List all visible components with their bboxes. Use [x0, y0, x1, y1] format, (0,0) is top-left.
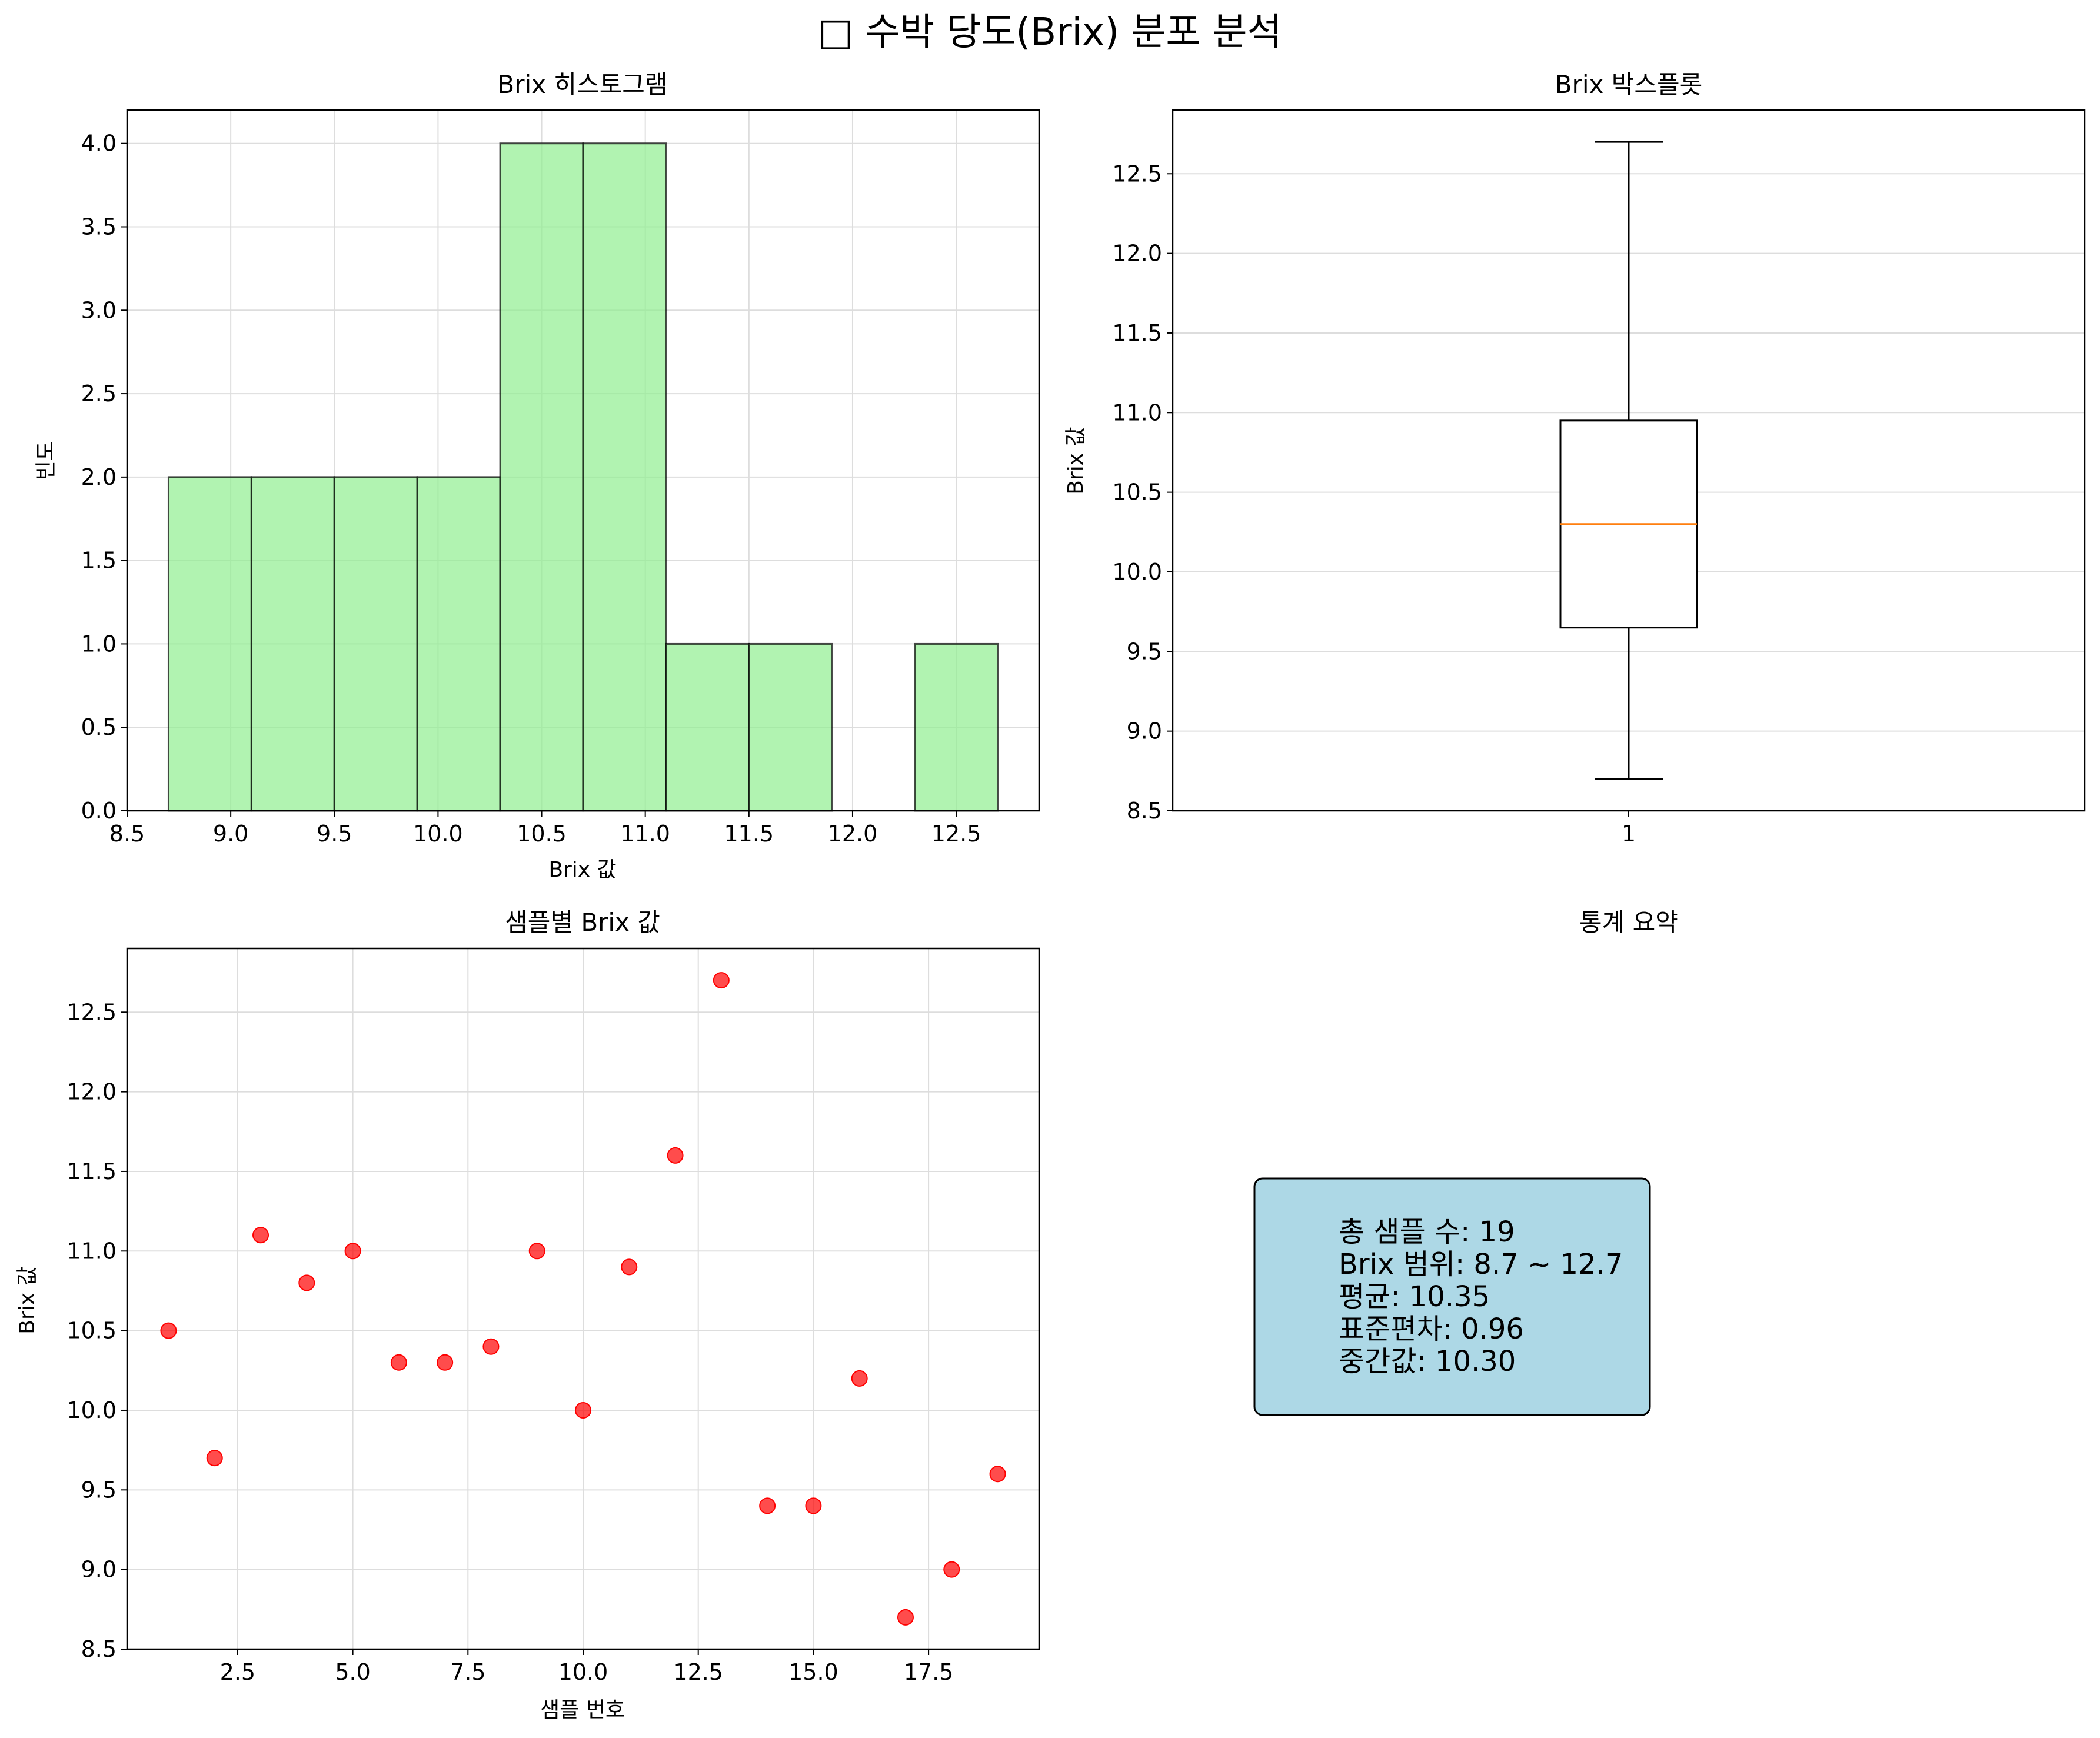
histogram-bar: [416, 476, 501, 812]
histogram-bar: [582, 142, 667, 812]
stats-line-samples: 총 샘플 수: 19: [1339, 1216, 1515, 1248]
scatter-point: [390, 1354, 407, 1371]
scatter-point: [160, 1322, 177, 1339]
stats-panel: 통계 요약 총 샘플 수: 19 Brix 범위: 8.7 ~ 12.7 평균:…: [1253, 908, 1678, 1416]
scatter-y-tick-label: 11.0: [66, 1238, 117, 1264]
boxplot-y-tick-label: 12.0: [1112, 241, 1162, 267]
scatter-point: [805, 1497, 822, 1514]
scatter-y-axis-label: Brix 값: [15, 1266, 39, 1334]
scatter-x-tick-label: 17.5: [904, 1659, 954, 1685]
scatter-y-tick-label: 8.5: [81, 1636, 117, 1662]
histogram-x-tick-label: 10.0: [413, 821, 463, 847]
boxplot-y-tick-label: 9.0: [1127, 718, 1162, 744]
stats-line-median: 중간값: 10.30: [1339, 1345, 1516, 1378]
scatter-y-tick-label: 10.0: [66, 1397, 117, 1423]
histogram-x-tick-label: 8.5: [109, 821, 145, 847]
stats-title: 통계 요약: [1579, 908, 1678, 937]
scatter-point: [667, 1147, 684, 1164]
histogram-y-tick-label: 0.5: [81, 714, 117, 740]
histogram-x-tick-label: 9.0: [213, 821, 248, 847]
scatter-y-tick-label: 12.0: [66, 1079, 117, 1105]
scatter-point: [759, 1497, 776, 1514]
stats-line-std: 표준편차: 0.96: [1339, 1313, 1524, 1346]
boxplot-y-tick-label: 8.5: [1127, 798, 1162, 824]
scatter-point: [713, 972, 730, 989]
boxplot-y-tick-label: 9.5: [1127, 638, 1162, 664]
histogram-bar: [665, 642, 750, 812]
histogram-bar: [748, 642, 833, 812]
histogram-y-axis-label: 빈도: [34, 441, 58, 480]
boxplot-y-tick-label: 12.5: [1112, 161, 1162, 187]
histogram-y-tick-label: 3.5: [81, 214, 117, 240]
scatter-title: 샘플별 Brix 값: [505, 908, 660, 937]
boxplot-y-tick-label: 11.5: [1112, 320, 1162, 346]
histogram-x-tick-label: 11.5: [724, 821, 774, 847]
histogram-x-tick-label: 11.0: [620, 821, 670, 847]
histogram-panel: Brix 히스토그램 Brix 값 빈도 8.5 9.0 9.5 10.0 10.5 11…: [34, 70, 1040, 882]
scatter-point: [897, 1609, 914, 1626]
scatter-y-tick-label: 9.0: [81, 1557, 117, 1583]
boxplot-panel: Brix 박스플롯 Brix 값 1 8.5 9.0 9.5 10.0 10.5 11.0 1…: [1064, 70, 2086, 847]
scatter-y-tick-label: 12.5: [66, 999, 117, 1025]
stats-line-range: Brix 범위: 8.7 ~ 12.7: [1339, 1248, 1623, 1281]
boxplot-title: Brix 박스플롯: [1555, 70, 1703, 99]
scatter-point: [344, 1243, 361, 1260]
scatter-point: [252, 1227, 269, 1244]
histogram-bar: [167, 476, 252, 812]
histogram-y-tick-label: 0.0: [81, 798, 117, 824]
histogram-bar: [333, 476, 418, 812]
scatter-point: [943, 1561, 960, 1578]
histogram-x-tick-label: 12.0: [828, 821, 878, 847]
scatter-point: [989, 1466, 1006, 1483]
histogram-y-tick-label: 2.5: [81, 381, 117, 407]
scatter-point: [851, 1370, 868, 1387]
histogram-bar: [499, 142, 584, 812]
scatter-y-tick-label: 10.5: [66, 1318, 117, 1344]
scatter-point: [298, 1274, 315, 1291]
scatter-x-tick-label: 15.0: [788, 1659, 838, 1685]
histogram-x-tick-label: 12.5: [931, 821, 981, 847]
histogram-x-axis-label: Brix 값: [548, 858, 616, 882]
scatter-point: [482, 1338, 500, 1355]
scatter-point: [206, 1450, 223, 1467]
scatter-y-tick-label: 11.5: [66, 1158, 117, 1184]
histogram-y-tick-label: 1.5: [81, 548, 117, 574]
histogram-y-tick-label: 3.0: [81, 297, 117, 323]
histogram-x-tick-label: 10.5: [517, 821, 567, 847]
scatter-panel: 샘플별 Brix 값 샘플 번호 Brix 값 2.5 5.0 7.5 10.0 12.…: [15, 908, 1040, 1722]
scatter-point: [621, 1258, 638, 1276]
scatter-x-tick-label: 12.5: [673, 1659, 723, 1685]
histogram-y-tick-label: 1.0: [81, 631, 117, 657]
histogram-bar: [250, 476, 335, 812]
histogram-axes-frame: [126, 109, 1040, 812]
scatter-x-tick-label: 2.5: [220, 1659, 255, 1685]
boxplot-y-tick-label: 10.0: [1112, 559, 1162, 585]
boxplot-y-axis-label: Brix 값: [1064, 427, 1088, 494]
scatter-y-tick-label: 9.5: [81, 1477, 117, 1503]
scatter-x-axis-label: 샘플 번호: [540, 1698, 625, 1722]
boxplot-y-tick-label: 11.0: [1112, 399, 1162, 425]
boxplot-x-tick-label: 1: [1622, 821, 1636, 847]
scatter-point: [528, 1243, 545, 1260]
histogram-title: Brix 히스토그램: [497, 70, 667, 99]
scatter-x-tick-label: 10.0: [558, 1659, 608, 1685]
boxplot-y-tick-label: 10.5: [1112, 480, 1162, 505]
scatter-x-tick-label: 7.5: [450, 1659, 485, 1685]
histogram-y-tick-label: 4.0: [81, 131, 117, 157]
histogram-x-tick-label: 9.5: [317, 821, 352, 847]
stats-box: [1253, 1177, 1651, 1416]
scatter-point: [437, 1354, 454, 1371]
histogram-bar: [914, 642, 999, 812]
figure-title: □ 수박 당도(Brix) 분포 분석: [818, 11, 1282, 54]
stats-line-mean: 평균: 10.35: [1339, 1280, 1490, 1313]
histogram-y-tick-label: 2.0: [81, 464, 117, 490]
scatter-point: [575, 1401, 591, 1419]
scatter-x-tick-label: 5.0: [335, 1659, 370, 1685]
